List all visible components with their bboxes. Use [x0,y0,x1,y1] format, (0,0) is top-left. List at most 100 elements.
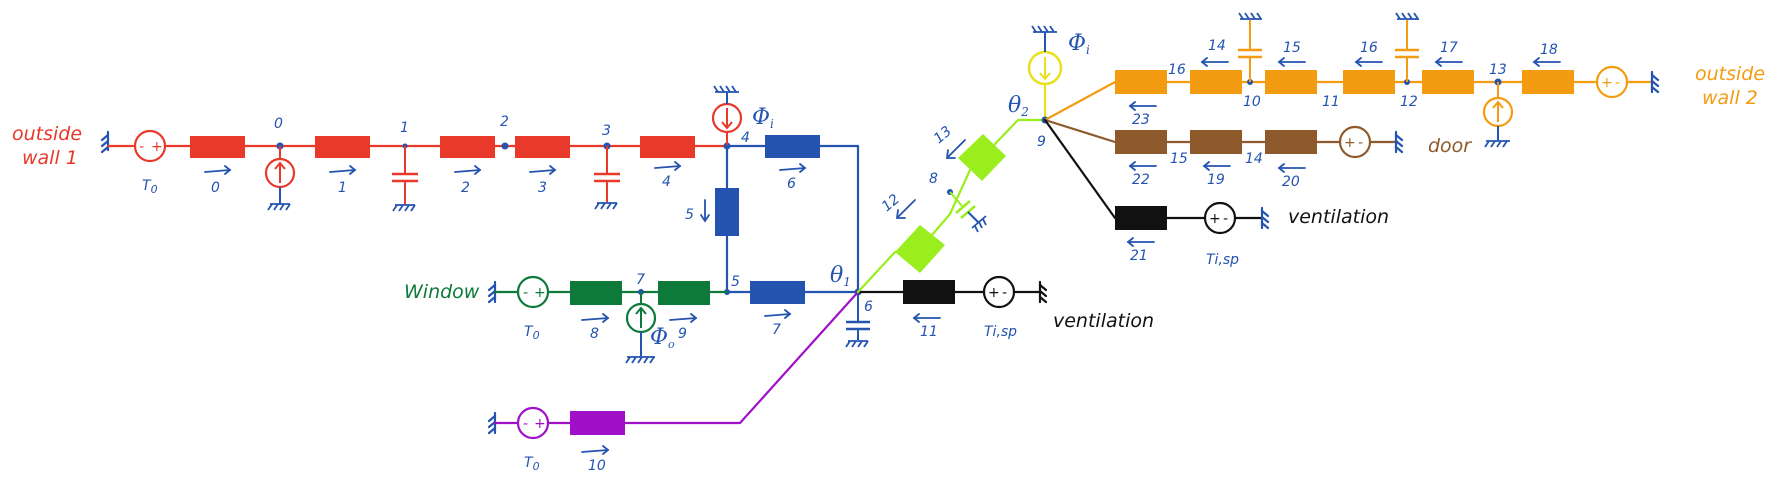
svg-text:Φi: Φi [752,105,774,131]
resistor-branch-18 [1522,70,1574,94]
resistor-branch-1 [315,136,370,158]
svg-text:-: - [1002,285,1007,301]
svg-text:+: + [1344,135,1356,151]
door-branch: + - door 15 14 22 19 20 [1043,118,1472,190]
resistor-branch-10 [570,411,625,435]
branch-label-1: 1 [338,180,347,196]
branch-label-18: 18 [1540,42,1558,58]
resistor-branch-6 [765,135,820,158]
svg-text:+: + [1601,75,1613,91]
node-label-13: 13 [1489,62,1507,78]
branch-label-22: 22 [1132,172,1150,188]
svg-text:-: - [139,139,144,155]
label-theta-1: θ [830,263,843,288]
label-T0-wall1: T [142,178,152,194]
ventilation-1-branch: + - ventilation Ti,sp 11 [856,275,1154,340]
resistor-branch-14 [1190,70,1242,94]
node-label-12: 12 [1400,94,1418,110]
node-label-16: 16 [1168,62,1186,78]
outside-wall-1-label-line2: wall 1 [22,147,78,169]
node-label-15: 15 [1170,151,1188,167]
node-label-2: 2 [500,114,509,130]
label-phi-i-wall1: Φ [752,105,770,130]
node-label-6: 6 [864,299,873,315]
svg-text:T0: T0 [142,178,158,196]
outside-wall-1-label-line1: outside [12,123,82,145]
branch-label-16: 16 [1360,40,1378,56]
branch-label-10: 10 [588,458,606,474]
branch-label-23: 23 [1132,112,1150,128]
resistor-branch-15 [1265,70,1317,94]
outside-wall-1-branch: outside wall 1 - + [12,114,727,212]
resistor-branch-0 [190,136,245,158]
branch-label-8: 8 [590,326,599,342]
branch-label-5: 5 [685,207,694,223]
resistor-branch-9 [658,281,710,305]
ventilation-1-label: ventilation [1053,310,1154,332]
svg-text:-: - [1358,135,1363,151]
resistor-branch-4 [640,136,695,158]
interior-branch: 4 Φi 5 6 θ1 [685,85,873,348]
branch-label-19: 19 [1207,172,1225,188]
window-label: Window [404,281,480,303]
svg-text:-: - [523,285,528,301]
svg-text:θ1: θ1 [830,263,851,289]
svg-text:+: + [534,285,546,301]
node-label-3: 3 [602,123,611,139]
outside-wall-2-label-line1: outside [1695,63,1765,85]
svg-text:T0: T0 [524,324,540,342]
svg-text:θ2: θ2 [1008,93,1029,119]
purple-branch: - + T0 10 [487,290,860,474]
resistor-branch-16 [1343,70,1395,94]
svg-text:-: - [1615,75,1620,91]
resistor-branch-8 [570,281,622,305]
svg-text:+: + [534,416,546,432]
resistor-branch-11 [903,280,955,304]
node-label-0: 0 [274,116,283,132]
branch-label-15-wall2: 15 [1283,40,1301,56]
svg-text:Φi: Φi [1068,31,1090,57]
label-theta-2: θ [1008,93,1021,118]
node-label-10: 10 [1243,94,1261,110]
ventilation-2-label: ventilation [1288,206,1389,228]
outside-wall-2-branch: + - outside wall 2 10 11 12 [1043,12,1765,148]
resistor-branch-20 [1265,130,1317,154]
resistor-branch-21 [1115,206,1167,230]
node-label-14: 14 [1245,151,1263,167]
resistor-branch-17 [1422,70,1474,94]
svg-text:-: - [523,416,528,432]
branch-label-3: 3 [538,180,547,196]
branch-label-4: 4 [662,174,671,190]
resistor-branch-23 [1115,70,1167,94]
branch-label-12: 12 [879,191,903,215]
green-link-branch: 8 12 13 [856,118,1042,294]
branch-label-11: 11 [920,324,938,340]
label-T0-purple: T [524,455,534,471]
branch-label-7: 7 [772,322,781,338]
outside-wall-2-label-line2: wall 2 [1702,87,1758,109]
branch-label-9: 9 [678,326,687,342]
node-label-11: 11 [1322,94,1340,110]
window-branch: Window - + 7 Φo T0 8 9 [404,272,729,364]
branch-label-14-wall2: 14 [1208,38,1226,54]
door-label: door [1428,135,1472,157]
svg-text:Φo: Φo [650,325,675,351]
label-Tisp-2: Ti,sp [1206,252,1239,268]
node-2 [501,142,509,150]
ventilation-2-branch: + - ventilation Ti,sp 21 [1043,118,1389,268]
branch-label-20: 20 [1282,174,1300,190]
svg-text:+: + [151,139,163,155]
resistor-branch-2 [440,136,495,158]
resistor-branch-5 [715,188,739,236]
svg-text:+: + [988,285,1000,301]
branch-label-6: 6 [787,176,796,192]
node-label-4: 4 [741,130,750,146]
branch-label-21: 21 [1130,248,1148,264]
branch-label-13: 13 [931,123,955,147]
resistor-branch-7 [750,281,805,304]
branch-label-2: 2 [461,180,470,196]
svg-text:-: - [1223,211,1228,227]
label-phi-i-yellow: Φ [1068,31,1086,56]
node-label-5: 5 [731,274,740,290]
label-T0-window: T [524,324,534,340]
